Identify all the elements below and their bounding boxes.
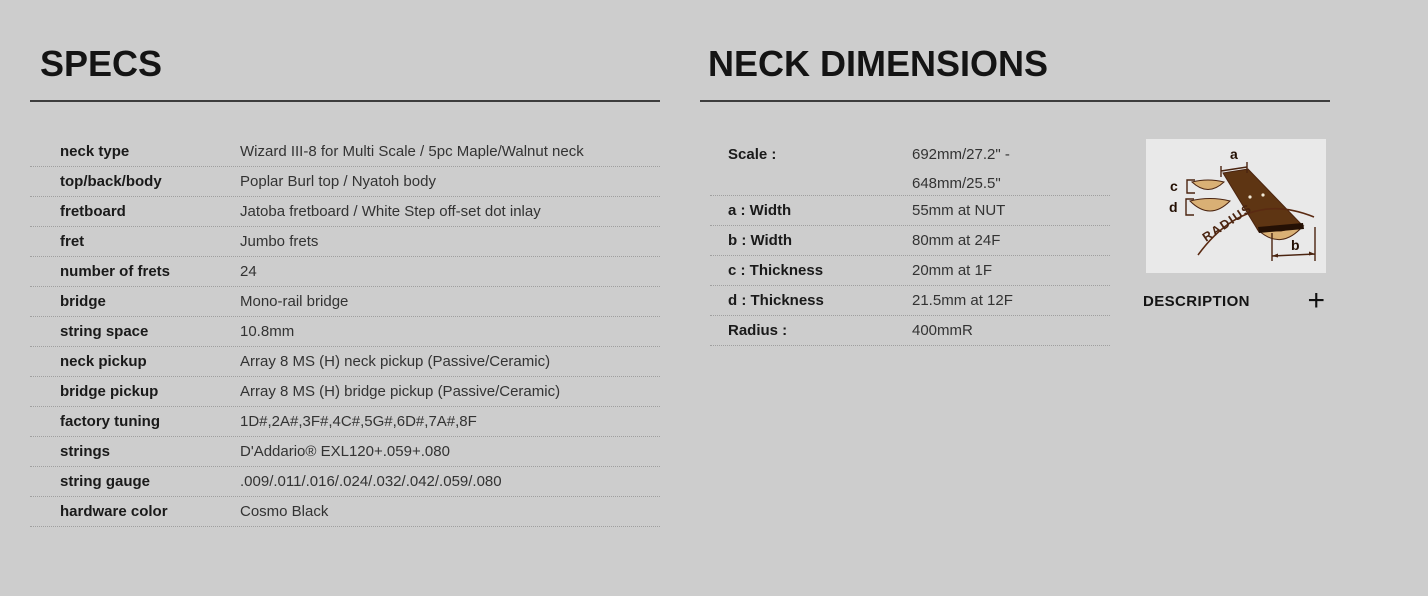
neck-dimensions-table: Scale : 692mm/27.2" - 648mm/25.5" a : Wi… (710, 137, 1110, 346)
neck-dimensions-title: NECK DIMENSIONS (708, 43, 1049, 84)
plus-icon[interactable]: + (1307, 284, 1325, 317)
spec-value: Jatoba fretboard / White Step off-set do… (240, 202, 541, 220)
description-label: DESCRIPTION (1143, 292, 1250, 310)
table-row: number of frets 24 (30, 257, 660, 287)
spec-value: .009/.011/.016/.024/.032/.042/.059/.080 (240, 472, 502, 490)
spec-label: neck type (60, 143, 130, 160)
table-row: Radius : 400mmR (710, 316, 1110, 346)
table-row: neck type Wizard III-8 for Multi Scale /… (30, 137, 660, 167)
table-row: fretboard Jatoba fretboard / White Step … (30, 197, 660, 227)
specs-title: SPECS (40, 43, 163, 84)
table-row: fret Jumbo frets (30, 227, 660, 257)
dim-label: d : Thickness (728, 292, 824, 309)
inlay-dot (1248, 195, 1252, 199)
table-row: d : Thickness 21.5mm at 12F (710, 286, 1110, 316)
spec-label: bridge (60, 293, 106, 310)
table-row: strings D'Addario® EXL120+.059+.080 (30, 437, 660, 467)
dim-value: 20mm at 1F (912, 261, 993, 279)
dim-value-line: 692mm/27.2" - (912, 146, 1010, 163)
table-row: bridge Mono-rail bridge (30, 287, 660, 317)
spec-value: Wizard III-8 for Multi Scale / 5pc Maple… (240, 142, 584, 160)
spec-value: 24 (240, 262, 257, 280)
spec-label: factory tuning (60, 413, 160, 430)
dim-value: 692mm/27.2" - 648mm/25.5" (912, 140, 1010, 198)
spec-label: bridge pickup (60, 383, 159, 400)
diagram-label-a: a (1230, 146, 1238, 162)
dim-value: 80mm at 24F (912, 231, 1001, 249)
specs-table: neck type Wizard III-8 for Multi Scale /… (30, 137, 660, 527)
dim-label: Radius : (728, 322, 788, 339)
table-row: hardware color Cosmo Black (30, 497, 660, 527)
dim-value: 400mmR (912, 321, 973, 339)
spec-label: fretboard (60, 203, 126, 220)
table-row: string gauge .009/.011/.016/.024/.032/.0… (30, 467, 660, 497)
spec-value: Poplar Burl top / Nyatoh body (240, 172, 436, 190)
table-row: top/back/body Poplar Burl top / Nyatoh b… (30, 167, 660, 197)
spec-label: top/back/body (60, 173, 162, 190)
dim-label: b : Width (728, 232, 793, 249)
diagram-label-b: b (1291, 237, 1300, 253)
spec-value: Cosmo Black (240, 502, 329, 520)
inlay-dot (1261, 193, 1265, 197)
spec-label: number of frets (60, 263, 171, 280)
spec-value: Array 8 MS (H) bridge pickup (Passive/Ce… (240, 382, 561, 400)
spec-label: hardware color (60, 503, 168, 520)
table-row: bridge pickup Array 8 MS (H) bridge pick… (30, 377, 660, 407)
table-row: b : Width 80mm at 24F (710, 226, 1110, 256)
dim-label: a : Width (728, 202, 792, 219)
neck-dimensions-title-rule (700, 100, 1330, 102)
specs-title-rule (30, 100, 660, 102)
diagram-label-c: c (1170, 178, 1178, 194)
dim-value-line: 648mm/25.5" (912, 175, 1001, 192)
diagram-label-d: d (1169, 199, 1178, 215)
spec-label: string space (60, 323, 149, 340)
spec-value: Jumbo frets (240, 232, 319, 250)
dim-value: 21.5mm at 12F (912, 291, 1013, 309)
table-row: Scale : 692mm/27.2" - 648mm/25.5" (710, 137, 1110, 196)
dim-value: 55mm at NUT (912, 201, 1006, 219)
table-row: factory tuning 1D#,2A#,3F#,4C#,5G#,6D#,7… (30, 407, 660, 437)
table-row: a : Width 55mm at NUT (710, 196, 1110, 226)
spec-label: fret (60, 233, 85, 250)
neck-dimensions-diagram-image: a b c d RADIUS (1146, 139, 1326, 273)
dim-label: c : Thickness (728, 262, 824, 279)
description-accordion[interactable]: DESCRIPTION + (1143, 284, 1327, 317)
spec-value: 10.8mm (240, 322, 295, 340)
spec-value: 1D#,2A#,3F#,4C#,5G#,6D#,7A#,8F (240, 412, 477, 430)
table-row: c : Thickness 20mm at 1F (710, 256, 1110, 286)
dim-label: Scale : (728, 146, 777, 163)
spec-label: neck pickup (60, 353, 147, 370)
spec-value: D'Addario® EXL120+.059+.080 (240, 442, 450, 460)
table-row: string space 10.8mm (30, 317, 660, 347)
spec-value: Mono-rail bridge (240, 292, 349, 310)
spec-value: Array 8 MS (H) neck pickup (Passive/Cera… (240, 352, 551, 370)
table-row: neck pickup Array 8 MS (H) neck pickup (… (30, 347, 660, 377)
spec-label: strings (60, 443, 111, 460)
spec-label: string gauge (60, 473, 151, 490)
